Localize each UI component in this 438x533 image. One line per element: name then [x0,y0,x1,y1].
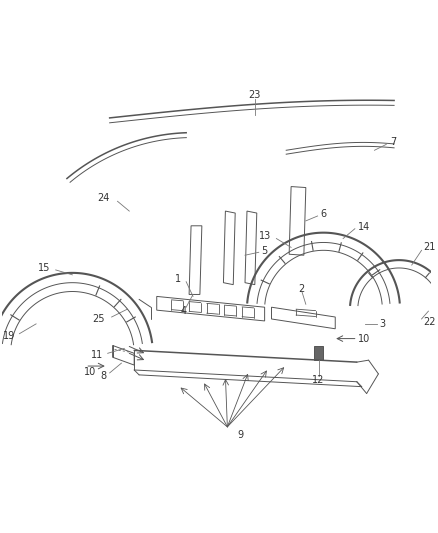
Text: 5: 5 [261,246,268,256]
Text: 10: 10 [358,334,370,344]
Text: 13: 13 [259,231,272,240]
Text: 2: 2 [298,284,304,294]
Text: 25: 25 [92,314,105,324]
Bar [314,346,324,360]
Text: 1: 1 [175,274,181,284]
Text: 21: 21 [424,243,436,252]
Text: 4: 4 [180,306,186,316]
Text: 6: 6 [321,209,327,219]
Text: 24: 24 [97,193,110,203]
Text: 7: 7 [390,138,396,148]
Text: 9: 9 [237,430,243,440]
Text: 10: 10 [84,367,96,377]
Text: 15: 15 [39,263,51,273]
Text: 22: 22 [424,317,436,327]
Text: 19: 19 [3,330,15,341]
Text: 14: 14 [358,222,370,232]
Text: 11: 11 [91,350,103,360]
Text: 3: 3 [379,319,385,329]
Text: 8: 8 [101,371,107,381]
Text: 23: 23 [249,91,261,100]
Text: 12: 12 [312,375,325,385]
